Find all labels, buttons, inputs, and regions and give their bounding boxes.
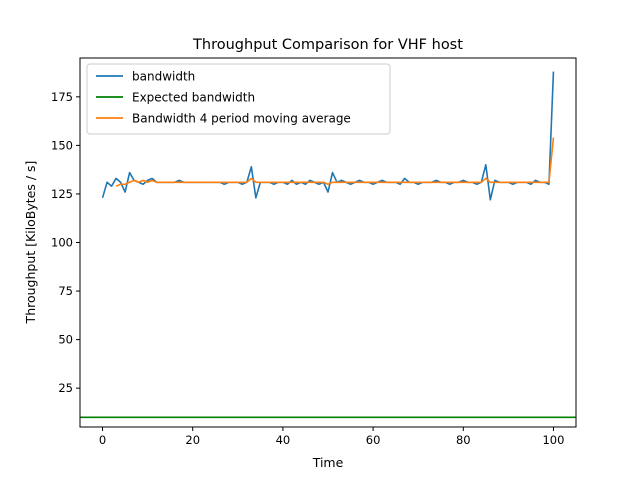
x-tick: 40 — [276, 427, 291, 447]
x-tick: 80 — [456, 427, 471, 447]
chart-title: Throughput Comparison for VHF host — [192, 37, 463, 53]
series-line-1 — [101, 71, 555, 201]
x-tick-label: 80 — [456, 433, 471, 447]
y-tick: 75 — [58, 284, 80, 298]
y-tick: 125 — [51, 187, 80, 201]
y-tick: 150 — [51, 138, 80, 152]
series-line-3 — [115, 137, 555, 187]
y-tick-label: 50 — [58, 333, 73, 347]
series-layer — [80, 71, 576, 419]
x-tick: 100 — [542, 427, 564, 447]
y-tick-label: 75 — [58, 284, 73, 298]
y-axis-label: Throughput [KiloBytes / s] — [23, 161, 38, 325]
x-tick-label: 60 — [366, 433, 381, 447]
x-tick: 20 — [185, 427, 200, 447]
y-tick: 100 — [51, 236, 80, 250]
legend: bandwidth Expected bandwidth Bandwidth 4 p… — [86, 63, 391, 135]
y-tick-label: 125 — [51, 187, 73, 201]
x-axis-ticks: 0 20 40 60 80 100 — [99, 427, 564, 447]
x-tick: 0 — [99, 427, 106, 447]
x-tick: 60 — [366, 427, 381, 447]
x-tick-label: 40 — [276, 433, 291, 447]
x-axis-label: Time — [312, 455, 344, 470]
y-tick: 175 — [51, 90, 80, 104]
y-tick: 25 — [58, 381, 80, 395]
legend-item: Bandwidth 4 period moving average — [96, 112, 351, 126]
legend-label: bandwidth — [132, 70, 195, 84]
legend-label: Expected bandwidth — [132, 91, 255, 105]
legend-items: bandwidth Expected bandwidth Bandwidth 4 p… — [96, 70, 351, 126]
legend-item: bandwidth — [96, 70, 195, 84]
x-tick-label: 20 — [185, 433, 200, 447]
y-tick-label: 100 — [51, 236, 73, 250]
x-tick-label: 0 — [99, 433, 106, 447]
y-tick: 50 — [58, 333, 80, 347]
y-tick-label: 175 — [51, 90, 73, 104]
legend-frame — [86, 63, 391, 135]
x-tick-label: 100 — [542, 433, 564, 447]
y-axis-ticks: 25 50 75 100 125 150 175 — [51, 90, 80, 395]
legend-label: Bandwidth 4 period moving average — [132, 112, 351, 126]
y-tick-label: 25 — [58, 381, 73, 395]
y-tick-label: 150 — [51, 138, 73, 152]
legend-item: Expected bandwidth — [96, 91, 255, 105]
